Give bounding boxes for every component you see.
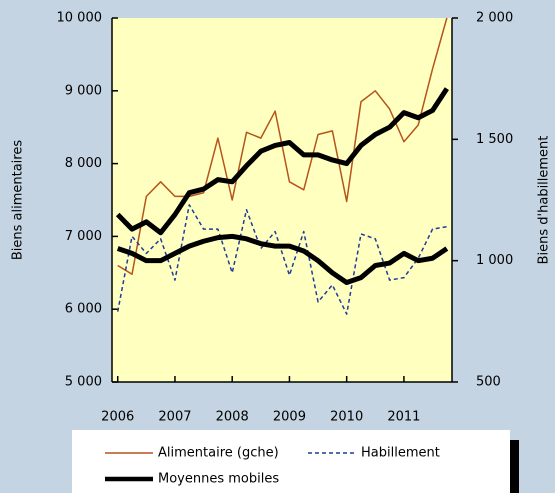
series-line: [116, 204, 447, 315]
y-tick-label: 7 000: [65, 229, 102, 244]
y-tick-label: 6 000: [65, 302, 102, 317]
x-tick-label: 2007: [158, 410, 191, 425]
plot-area: [112, 18, 452, 382]
y2-tick-label: 1 500: [476, 132, 513, 147]
series-line: [115, 87, 449, 236]
y2-axis-label: Biens d'habillement: [537, 136, 552, 265]
legend-label: Alimentaire (gche): [158, 446, 279, 461]
y-axis-label: Biens alimentaires: [11, 140, 26, 260]
series-line: [116, 233, 449, 286]
y2-tick-label: 1 000: [476, 253, 513, 268]
legend-label: Habillement: [361, 446, 440, 461]
x-tick-label: 2008: [216, 410, 249, 425]
y-tick-label: 8 000: [65, 156, 102, 171]
y-tick-label: 10 000: [57, 11, 103, 26]
x-tick-label: 2006: [101, 410, 134, 425]
y-tick-label: 5 000: [65, 375, 102, 390]
y2-tick-label: 2 000: [476, 11, 513, 26]
y2-tick-label: 500: [476, 375, 501, 390]
legend-shadow: [510, 440, 519, 493]
y-tick-label: 9 000: [65, 83, 102, 98]
legend: [72, 430, 510, 493]
legend-label: Moyennes mobiles: [158, 472, 279, 487]
x-tick-label: 2010: [330, 410, 363, 425]
x-tick-label: 2011: [387, 410, 420, 425]
x-tick-label: 2009: [273, 410, 306, 425]
